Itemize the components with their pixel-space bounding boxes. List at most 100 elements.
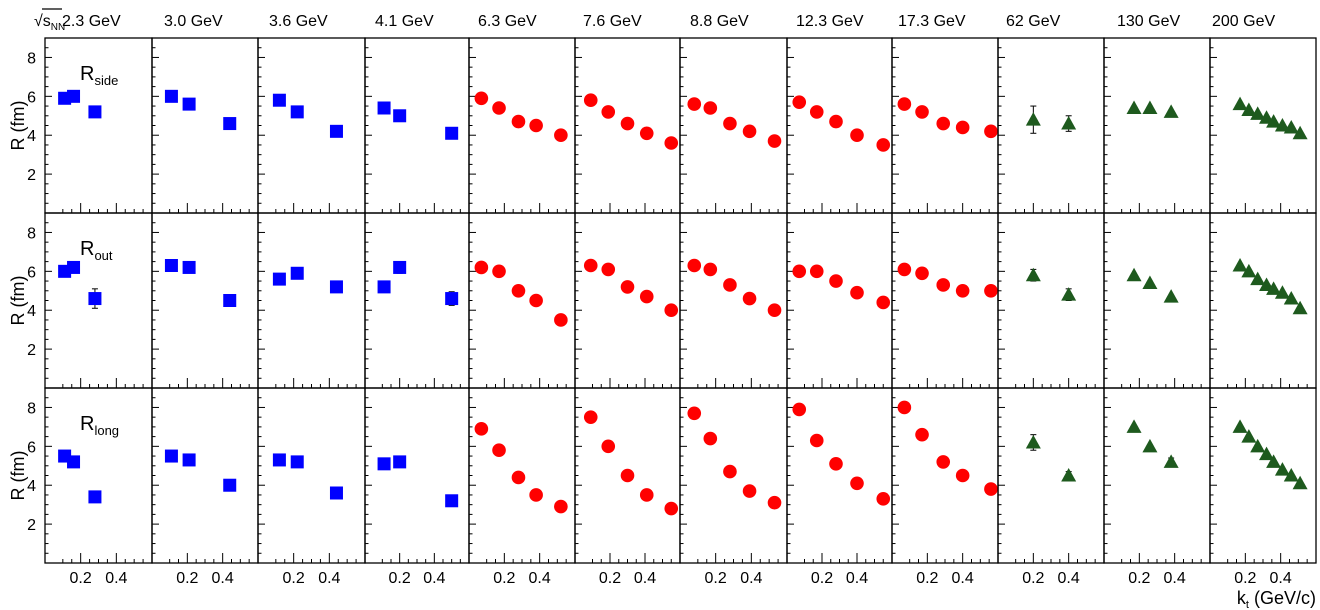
data-point: [67, 90, 80, 103]
data-point: [664, 136, 678, 150]
data-point: [492, 101, 506, 115]
data-point: [687, 97, 701, 111]
data-point: [1233, 97, 1248, 111]
circle-marker: [704, 101, 718, 115]
circle-marker: [621, 117, 635, 131]
circle-marker: [475, 422, 489, 436]
circle-marker: [723, 117, 737, 131]
data-point: [664, 303, 678, 317]
circle-marker: [664, 136, 678, 150]
triangle-marker: [1164, 104, 1179, 118]
circle-marker: [936, 278, 950, 292]
data-point: [984, 284, 998, 298]
square-marker: [183, 261, 196, 274]
square-marker: [165, 90, 178, 103]
panel-frame: [892, 388, 998, 563]
circle-marker: [601, 440, 615, 454]
x-tick-label: 0.4: [529, 570, 551, 587]
y-tick-label: 4: [27, 303, 36, 320]
panel-r1-c10: [1104, 213, 1210, 388]
triangle-marker: [1061, 287, 1076, 301]
energy-label-8: 17.3 GeV: [898, 13, 966, 30]
data-point: [664, 502, 678, 516]
circle-marker: [687, 259, 701, 273]
data-point: [829, 115, 843, 129]
energy-variable-label: √sNN: [34, 13, 65, 33]
data-point: [1142, 276, 1157, 290]
energy-label-10: 130 GeV: [1117, 13, 1180, 30]
data-point: [183, 453, 196, 466]
triangle-marker: [1233, 419, 1248, 433]
x-tick-label: 0.2: [283, 570, 305, 587]
data-point: [554, 128, 568, 142]
panel-frame: [45, 388, 152, 563]
x-tick-label: 0.2: [599, 570, 621, 587]
panel-r0-c8: [892, 38, 998, 213]
panel-frame: [1104, 38, 1210, 213]
y-tick-label: 8: [27, 50, 36, 67]
data-point: [601, 105, 615, 119]
data-point: [915, 428, 929, 442]
data-point: [1026, 106, 1041, 133]
data-point: [956, 284, 970, 298]
square-marker: [223, 294, 236, 307]
data-point: [898, 263, 912, 277]
circle-marker: [584, 259, 598, 273]
square-marker: [183, 98, 196, 111]
data-point: [512, 471, 526, 485]
energy-symbol: √s: [34, 13, 51, 30]
data-point: [330, 280, 343, 293]
data-point: [876, 138, 890, 152]
circle-marker: [898, 401, 912, 415]
circle-marker: [743, 125, 757, 139]
circle-marker: [512, 284, 526, 298]
circle-marker: [640, 290, 654, 304]
y-tick-label: 2: [27, 167, 36, 184]
data-point: [378, 457, 391, 470]
triangle-marker: [1142, 101, 1157, 115]
circle-marker: [529, 119, 543, 133]
triangle-marker: [1127, 101, 1142, 115]
panel-frame: [258, 213, 365, 388]
y-tick-label: 8: [27, 225, 36, 242]
data-point: [723, 117, 737, 131]
row-label-symbol: R: [80, 238, 94, 260]
data-point: [768, 496, 782, 510]
circle-marker: [810, 105, 824, 119]
x-axis-label: kt (GeV/c): [1237, 588, 1316, 610]
panel-frame: [892, 213, 998, 388]
circle-marker: [601, 105, 615, 119]
data-point: [88, 105, 101, 118]
data-point: [810, 105, 824, 119]
x-tick-label: 0.4: [1164, 570, 1186, 587]
square-marker: [223, 117, 236, 130]
panel-r1-c5: [575, 213, 680, 388]
data-point: [743, 125, 757, 139]
data-point: [88, 490, 101, 503]
circle-marker: [956, 121, 970, 135]
data-point: [640, 126, 654, 140]
square-marker: [183, 453, 196, 466]
x-tick-label: 0.2: [916, 570, 938, 587]
data-point: [273, 453, 286, 466]
data-point: [291, 455, 304, 468]
panel-r1-c2: [258, 213, 365, 388]
data-point: [936, 117, 950, 131]
circle-marker: [876, 492, 890, 506]
panel-frame: [152, 38, 258, 213]
circle-marker: [529, 488, 543, 502]
circle-marker: [512, 471, 526, 485]
square-marker: [330, 280, 343, 293]
circle-marker: [829, 457, 843, 471]
data-point: [898, 401, 912, 415]
y-tick-label: 2: [27, 517, 36, 534]
x-tick-label: 0.2: [493, 570, 515, 587]
data-point: [956, 121, 970, 135]
data-point: [330, 487, 343, 500]
energy-label-4: 6.3 GeV: [478, 13, 537, 30]
circle-marker: [687, 97, 701, 111]
energy-label-9: 62 GeV: [1006, 13, 1061, 30]
panel-frame: [365, 388, 469, 563]
panel-r1-c7: [787, 213, 892, 388]
square-marker: [445, 494, 458, 507]
